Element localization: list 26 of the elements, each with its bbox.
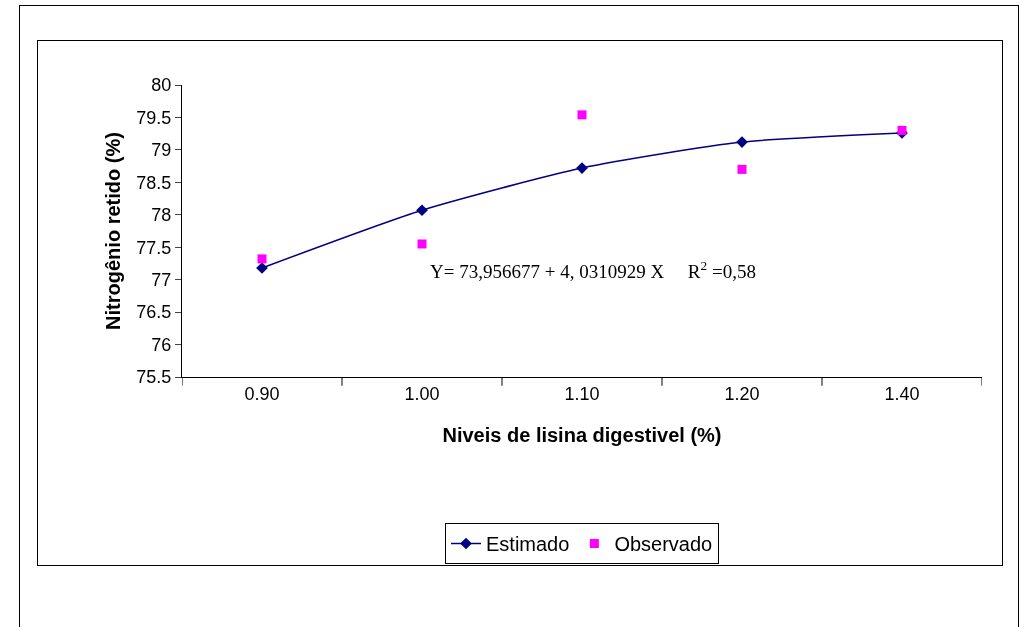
y-tick-label: 76.5: [136, 302, 172, 323]
point: [737, 164, 747, 174]
point: [897, 125, 907, 135]
x-axis-title: Niveis de lisina digestivel (%): [442, 424, 722, 447]
y-tick-label: 75.5: [136, 367, 172, 388]
y-tick-label: 79: [151, 140, 172, 161]
y-axis-title: Nitrogênio retido (%): [101, 132, 124, 330]
y-tick-label: 77.5: [136, 237, 172, 258]
point: [417, 239, 427, 249]
point: [257, 254, 267, 264]
annotation: Y= 73,956677 + 4, 0310929 X R$^{2}$ =0,58: [430, 258, 756, 282]
y-tick-label: 76: [151, 334, 172, 355]
x-tick-label: 0.90: [244, 383, 280, 404]
x-tick-label: 1.10: [564, 383, 600, 404]
y-tick-label: 79.5: [136, 107, 172, 128]
point: [416, 204, 428, 217]
y-tick-label: 78.5: [136, 172, 172, 193]
x-tick-label: 1.00: [404, 383, 440, 404]
y-tick-label: 78: [151, 205, 172, 226]
x-tick-label: 1.40: [884, 383, 920, 404]
y-tick-label: 77: [151, 269, 172, 290]
legend-label: Observado: [614, 533, 713, 556]
point: [577, 110, 587, 120]
y-tick-label: 80: [151, 75, 172, 96]
legend-label: Estimado: [486, 533, 570, 556]
x-tick-label: 1.20: [724, 383, 760, 404]
